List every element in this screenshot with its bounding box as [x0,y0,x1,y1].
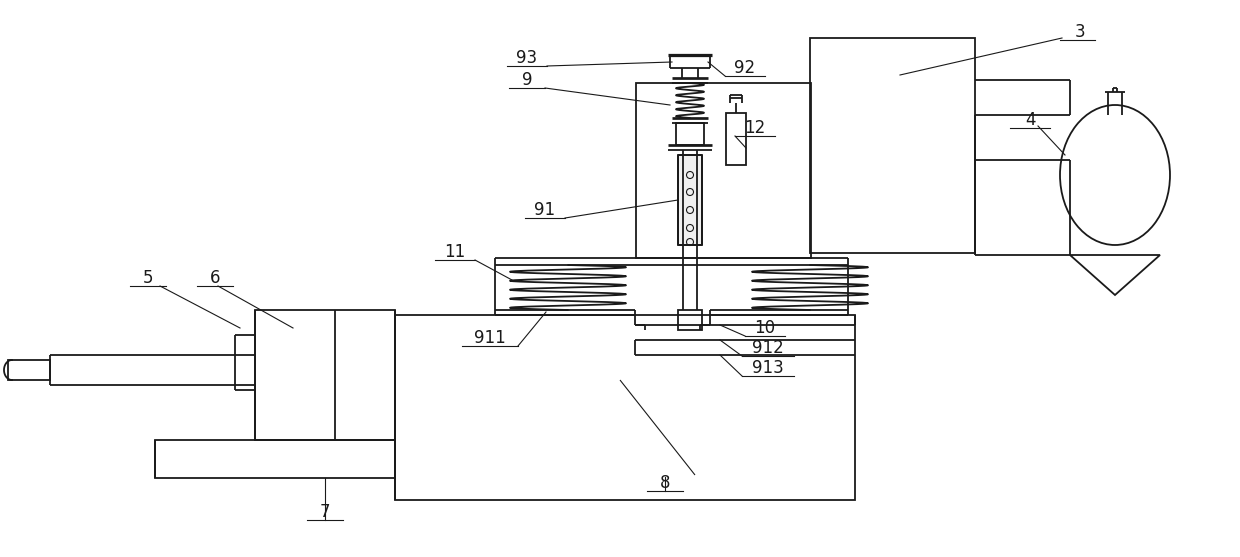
Bar [7,360,50,380]
Text: 3: 3 [1075,23,1085,41]
Text: 5: 5 [143,269,154,287]
Text: 93: 93 [516,49,538,67]
Text: 911: 911 [474,329,506,347]
Bar [678,155,702,245]
Text: 9: 9 [522,71,532,89]
Text: 91: 91 [534,201,556,219]
Bar [636,83,811,258]
Bar [255,310,396,440]
Text: 11: 11 [444,243,466,261]
Text: 92: 92 [734,59,755,77]
Text: 912: 912 [753,339,784,357]
Text: 7: 7 [320,503,330,521]
Bar [725,113,746,165]
Bar [396,315,856,500]
Text: 6: 6 [210,269,221,287]
Text: 12: 12 [744,119,765,137]
Text: 8: 8 [660,474,671,492]
Bar [155,440,396,478]
Bar [678,310,702,330]
Text: 913: 913 [753,359,784,377]
Bar [676,123,704,145]
Bar [810,38,975,253]
Text: 4: 4 [1024,111,1035,129]
Text: 10: 10 [754,319,775,337]
